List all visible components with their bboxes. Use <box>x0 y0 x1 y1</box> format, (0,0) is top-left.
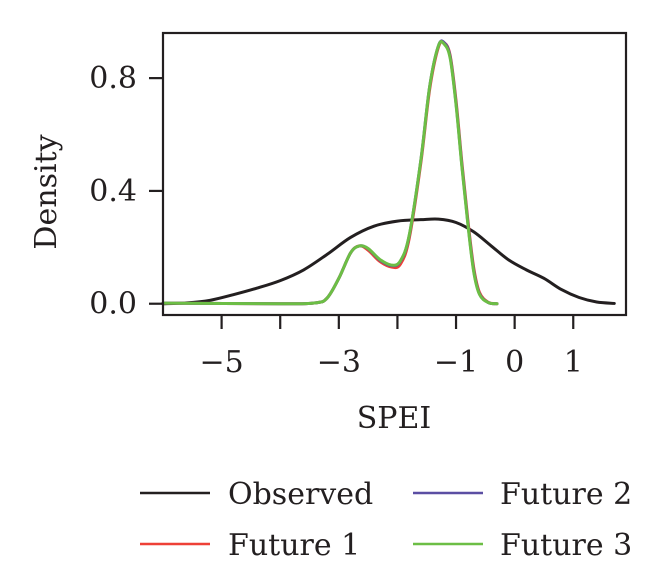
legend-label-observed: Observed <box>228 477 373 512</box>
series-lines <box>161 39 616 306</box>
x-tick-label: −1 <box>434 345 478 380</box>
legend-label-future-1: Future 1 <box>228 528 360 563</box>
y-axis: 0.0 0.4 0.8 <box>89 61 163 322</box>
x-tick-label: 0 <box>505 345 524 380</box>
plot-frame <box>161 31 628 317</box>
y-tick-label: 0.8 <box>89 61 137 96</box>
series-line-future-2 <box>161 39 499 306</box>
legend-label-future-2: Future 2 <box>500 477 632 512</box>
series-line-future-3 <box>161 40 499 306</box>
x-tick-label: 1 <box>564 345 583 380</box>
y-axis-label: Density <box>29 134 64 249</box>
series-line-future-1 <box>161 40 499 306</box>
x-tick-label: −5 <box>199 345 243 380</box>
x-tick-label: −3 <box>317 345 361 380</box>
legend-label-future-3: Future 3 <box>500 528 632 563</box>
x-axis: −5 −3 −1 0 1 <box>199 315 583 380</box>
legend: Observed Future 2 Future 1 Future 3 <box>140 477 632 563</box>
series-line-observed <box>161 217 616 306</box>
x-axis-label: SPEI <box>357 401 432 436</box>
y-tick-label: 0.4 <box>89 174 137 209</box>
y-tick-label: 0.0 <box>89 287 137 322</box>
